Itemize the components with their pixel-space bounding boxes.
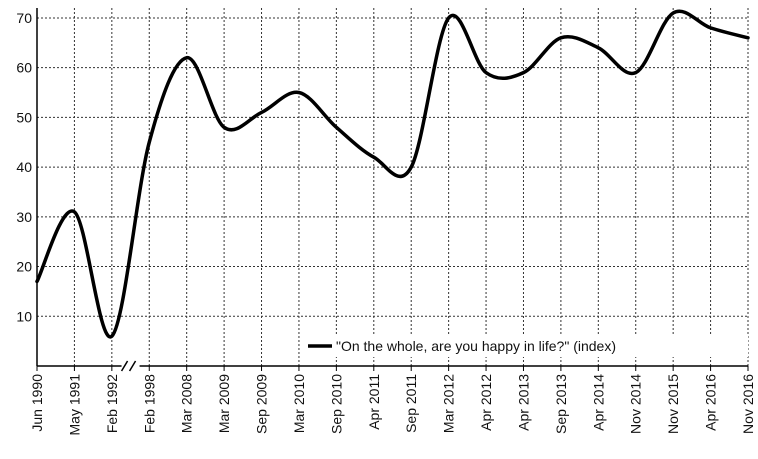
data-point	[372, 156, 375, 158]
data-point	[522, 71, 525, 74]
y-tick-label: 20	[16, 259, 32, 275]
data-point	[298, 91, 300, 94]
series-line	[35, 9, 750, 339]
grid	[37, 8, 749, 366]
data-point	[185, 56, 188, 59]
data-point	[73, 211, 76, 213]
x-tick-label: Feb 1992	[104, 374, 120, 433]
axes	[36, 8, 749, 372]
y-tick-labels: 10 20 30 40 50 60 70	[16, 10, 32, 324]
x-tick-label: Sep 2013	[553, 374, 569, 434]
x-tick-label: Nov 2015	[665, 374, 681, 434]
x-tick-label: Apr 2011	[366, 374, 382, 430]
data-point	[747, 37, 749, 39]
data-point	[335, 126, 338, 129]
legend-label: "On the whole, are you happy in life?" (…	[336, 338, 616, 354]
x-tick-label: Apr 2016	[703, 374, 719, 431]
data-point	[260, 111, 263, 114]
y-tick-label: 60	[16, 60, 32, 76]
y-tick-label: 10	[16, 308, 32, 324]
x-tick-labels: Jun 1990 May 1991 Feb 1992 Feb 1998 Mar 2008…	[29, 374, 756, 436]
data-point	[485, 71, 487, 74]
data-point	[560, 37, 562, 39]
data-point	[597, 46, 600, 49]
data-point	[709, 27, 712, 29]
data-point	[672, 12, 674, 14]
y-tick-label: 40	[16, 159, 32, 175]
x-tick-label: Sep 2011	[403, 374, 419, 433]
x-tick-label: Mar 2012	[441, 374, 457, 433]
x-tick-label: Jun 1990	[29, 374, 45, 432]
y-tick-label: 30	[16, 209, 32, 225]
axis-break-mark	[120, 360, 129, 372]
x-tick-label: May 1991	[66, 374, 82, 436]
x-tick-label: Mar 2009	[216, 374, 232, 433]
x-tick-label: Mar 2008	[179, 374, 195, 433]
x-tick-label: Mar 2010	[291, 374, 307, 433]
data-point	[447, 17, 450, 19]
x-tick-label: Nov 2016	[740, 374, 756, 434]
data-point	[148, 141, 151, 144]
data-point	[111, 335, 113, 337]
x-tick-label: Apr 2014	[590, 374, 606, 431]
legend: "On the whole, are you happy in life?" (…	[302, 335, 748, 357]
data-point	[223, 126, 225, 129]
series	[35, 9, 750, 339]
x-tick-label: Apr 2012	[478, 374, 494, 431]
x-tick-label: Sep 2010	[328, 374, 344, 434]
legend-box	[302, 335, 748, 357]
x-tick-label: Nov 2014	[628, 374, 644, 434]
data-point	[410, 166, 413, 168]
x-tick-label: Feb 1998	[141, 374, 157, 433]
y-tick-label: 70	[16, 10, 32, 26]
x-tick-label: Sep 2009	[254, 374, 270, 434]
axis-break-mark	[128, 360, 137, 372]
data-point	[634, 71, 637, 74]
x-tick-label: Apr 2013	[515, 374, 531, 431]
data-point	[36, 280, 38, 283]
y-tick-label: 50	[16, 109, 32, 125]
